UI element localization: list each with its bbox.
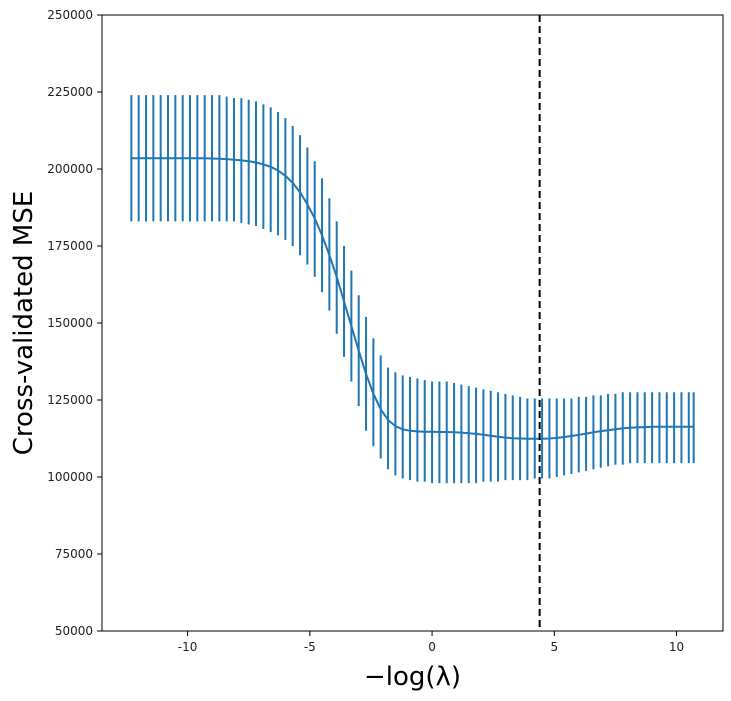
mean-mse-line bbox=[131, 157, 694, 440]
x-axis-ticks: -10 -5 0 5 10 bbox=[178, 631, 684, 654]
plot-area-frame bbox=[101, 14, 724, 632]
y-tick-label: 150000 bbox=[47, 316, 93, 330]
x-tick-label: -10 bbox=[178, 640, 198, 654]
y-tick-label: 250000 bbox=[47, 8, 93, 22]
x-tick-label: 10 bbox=[669, 640, 684, 654]
x-axis-label: −log(λ) bbox=[364, 662, 461, 692]
error-bars bbox=[130, 95, 695, 484]
y-tick-label: 75000 bbox=[55, 547, 93, 561]
y-tick-label: 200000 bbox=[47, 162, 93, 176]
y-axis-ticks: 50000 75000 100000 125000 150000 175000 200000… bbox=[47, 8, 102, 638]
y-tick-label: 125000 bbox=[47, 393, 93, 407]
y-tick-label: 50000 bbox=[55, 624, 93, 638]
x-tick-label: 5 bbox=[550, 640, 558, 654]
y-tick-label: 175000 bbox=[47, 239, 93, 253]
y-tick-label: 100000 bbox=[47, 470, 93, 484]
y-tick-label: 225000 bbox=[47, 85, 93, 99]
x-tick-label: -5 bbox=[304, 640, 316, 654]
x-tick-label: 0 bbox=[428, 640, 436, 654]
y-axis-label: Cross-validated MSE bbox=[9, 191, 39, 455]
